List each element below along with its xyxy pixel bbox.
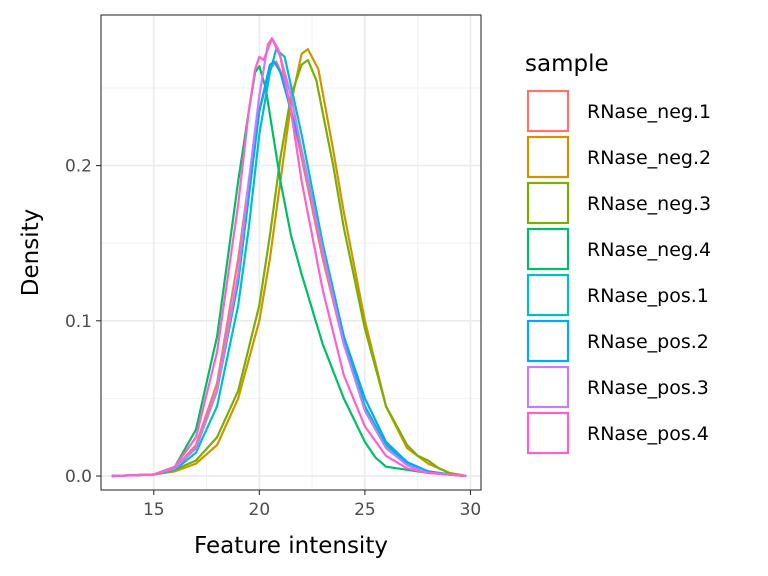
y-tick-label: 0.2: [65, 157, 92, 177]
axis-tick-labels: 15 20 25 30 0.0 0.1 0.2: [65, 157, 481, 520]
legend-label-RNase_pos.1: RNase_pos.1: [587, 285, 709, 307]
x-tick-label: 15: [143, 500, 165, 520]
legend-key-RNase_pos.2: [526, 319, 570, 363]
legend-key-RNase_neg.1: [526, 89, 570, 133]
legend: sample RNase_neg.1 RNase_neg.2 RNase_neg.3…: [525, 51, 711, 455]
x-axis-title: Feature intensity: [194, 533, 388, 559]
x-tick-label: 30: [460, 500, 482, 520]
legend-key-RNase_pos.3: [526, 365, 570, 409]
legend-label-RNase_pos.4: RNase_pos.4: [587, 423, 709, 445]
legend-key-RNase_neg.4: [526, 227, 570, 271]
legend-label-RNase_neg.4: RNase_neg.4: [587, 239, 711, 261]
legend-label-RNase_neg.3: RNase_neg.3: [587, 193, 711, 215]
panel-border: [100, 14, 482, 491]
density-line-RNase_neg.4: [111, 65, 467, 478]
density-line-RNase_pos.3: [111, 37, 467, 478]
density-line-RNase_neg.3: [111, 58, 467, 478]
legend-key-RNase_pos.1: [526, 273, 570, 317]
x-tick-label: 25: [354, 500, 376, 520]
legend-key-RNase_neg.2: [526, 135, 570, 179]
density-series: [111, 37, 467, 478]
y-tick-label: 0.0: [65, 467, 92, 487]
y-tick-label: 0.1: [65, 312, 92, 332]
legend-title: sample: [525, 51, 609, 77]
density-line-RNase_pos.4: [111, 37, 467, 478]
legend-label-RNase_pos.2: RNase_pos.2: [587, 331, 709, 353]
x-tick-label: 20: [249, 500, 271, 520]
legend-key-RNase_neg.3: [526, 181, 570, 225]
legend-label-RNase_pos.3: RNase_pos.3: [587, 377, 709, 399]
legend-label-RNase_neg.1: RNase_neg.1: [587, 101, 711, 123]
axis-ticks: [96, 165, 471, 495]
legend-label-RNase_neg.2: RNase_neg.2: [587, 147, 711, 169]
legend-key-RNase_pos.4: [526, 411, 570, 455]
y-axis-title: Density: [18, 209, 44, 296]
